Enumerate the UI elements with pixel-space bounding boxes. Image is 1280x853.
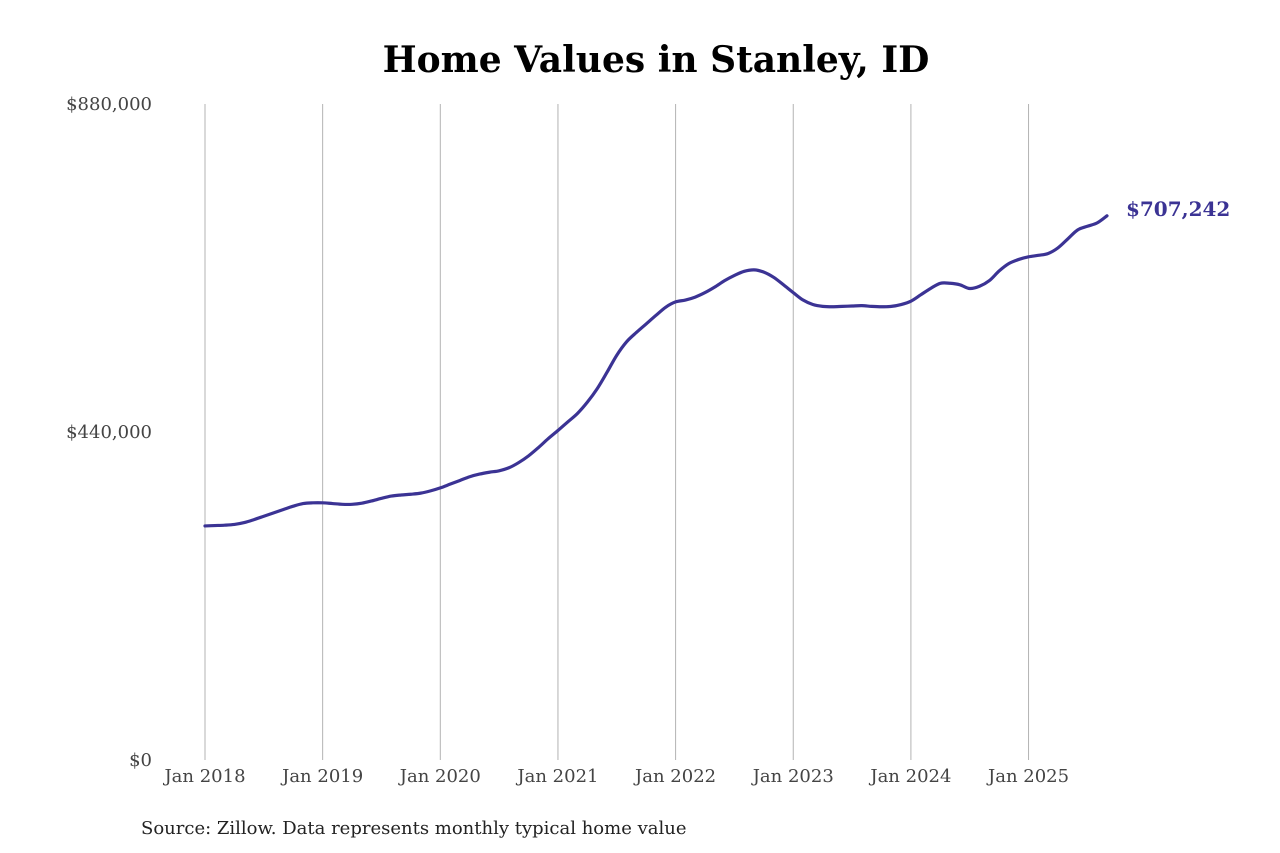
- y-tick-label: $440,000: [66, 422, 152, 443]
- x-tick-label: Jan 2023: [751, 766, 834, 787]
- y-tick-label: $880,000: [66, 94, 152, 115]
- source-note: Source: Zillow. Data represents monthly …: [141, 818, 687, 839]
- chart-title: Home Values in Stanley, ID: [383, 39, 930, 81]
- series-line-0: [203, 214, 1109, 528]
- y-axis: $0 $440,000 $880,000: [66, 94, 152, 771]
- series-layer: $707,242: [203, 197, 1230, 528]
- x-tick-label: Jan 2019: [280, 766, 363, 787]
- x-tick-label: Jan 2025: [986, 766, 1069, 787]
- grid-layer: [204, 104, 1030, 760]
- x-tick-label: Jan 2024: [868, 766, 951, 787]
- y-tick-label: $0: [129, 750, 152, 771]
- end-value-label: $707,242: [1126, 197, 1230, 221]
- x-tick-label: Jan 2021: [515, 766, 598, 787]
- x-tick-label: Jan 2020: [398, 766, 481, 787]
- x-tick-label: Jan 2018: [162, 766, 245, 787]
- x-tick-label: Jan 2022: [633, 766, 716, 787]
- x-axis: Jan 2018 Jan 2019 Jan 2020 Jan 2021 Jan 2022…: [162, 766, 1069, 787]
